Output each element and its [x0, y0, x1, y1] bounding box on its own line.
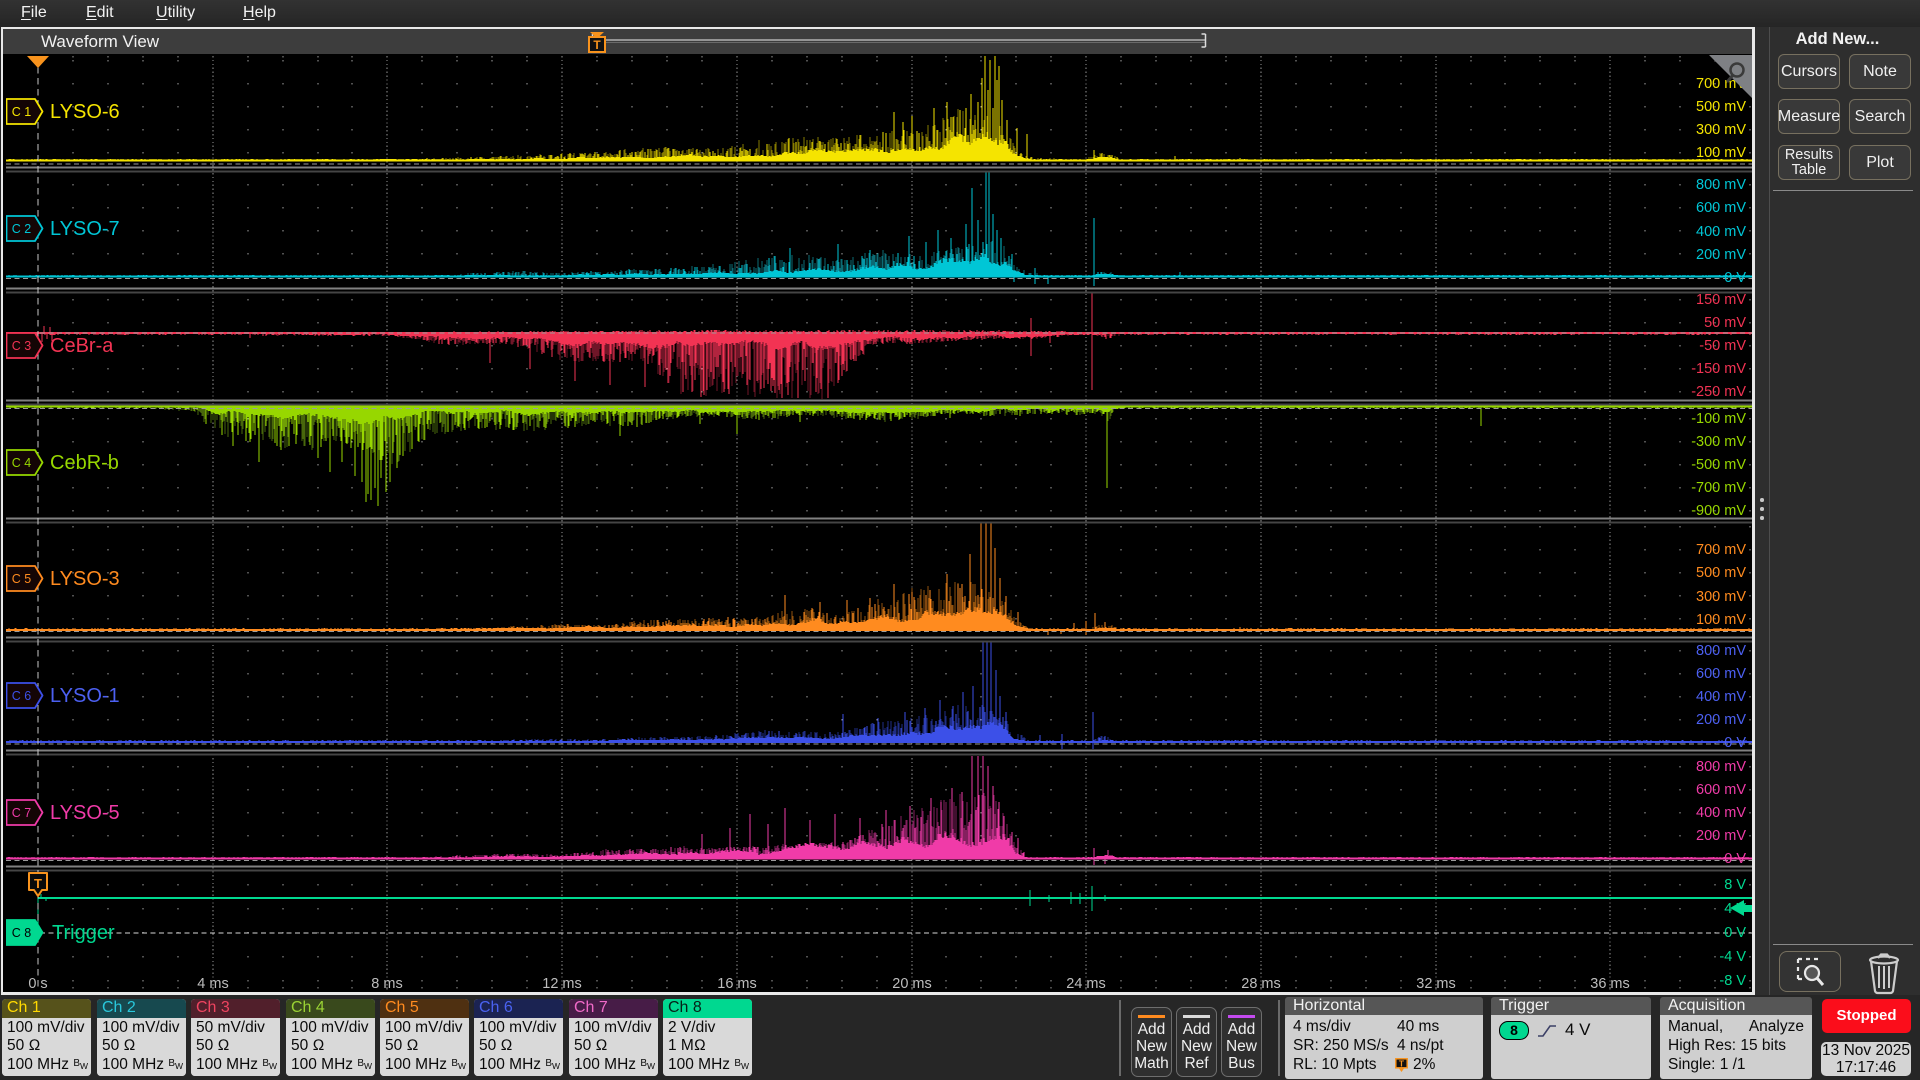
svg-text:C 5: C 5 [11, 572, 31, 586]
svg-text:16 ms: 16 ms [717, 976, 757, 992]
svg-text:C 1: C 1 [11, 105, 31, 119]
svg-text:T: T [593, 38, 601, 52]
svg-text:-100 mV: -100 mV [1691, 411, 1746, 427]
svg-text:400 mV: 400 mV [1696, 224, 1746, 240]
svg-text:800 mV: 800 mV [1696, 177, 1746, 193]
svg-text:20 ms: 20 ms [892, 976, 932, 992]
svg-text:8 V: 8 V [1724, 877, 1746, 893]
svg-text:C 7: C 7 [11, 806, 31, 820]
svg-text:0 V: 0 V [1724, 270, 1746, 286]
svg-text:100 mV: 100 mV [1696, 612, 1746, 628]
svg-text:800 mV: 800 mV [1696, 643, 1746, 659]
svg-text:0 s: 0 s [28, 976, 47, 992]
svg-text:600 mV: 600 mV [1696, 782, 1746, 798]
svg-text:LYSO-7: LYSO-7 [50, 218, 120, 240]
svg-text:200 mV: 200 mV [1696, 712, 1746, 728]
svg-text:CebR-b: CebR-b [50, 452, 119, 474]
svg-text:-250 mV: -250 mV [1691, 384, 1746, 400]
svg-text:-50 mV: -50 mV [1699, 338, 1746, 354]
svg-text:500 mV: 500 mV [1696, 99, 1746, 115]
svg-text:100 mV: 100 mV [1696, 145, 1746, 161]
svg-text:800 mV: 800 mV [1696, 759, 1746, 775]
svg-text:8 ms: 8 ms [371, 976, 402, 992]
svg-text:C 8: C 8 [11, 926, 31, 940]
svg-text:150 mV: 150 mV [1696, 292, 1746, 308]
svg-text:T: T [34, 876, 42, 891]
svg-text:0 V: 0 V [1724, 925, 1746, 941]
svg-text:28 ms: 28 ms [1241, 976, 1281, 992]
svg-text:300 mV: 300 mV [1696, 122, 1746, 138]
svg-text:CeBr-a: CeBr-a [50, 335, 114, 357]
svg-text:600 mV: 600 mV [1696, 200, 1746, 216]
svg-text:24 ms: 24 ms [1066, 976, 1106, 992]
svg-text:-8 V: -8 V [1719, 973, 1746, 989]
svg-text:32 ms: 32 ms [1416, 976, 1456, 992]
svg-text:300 mV: 300 mV [1696, 589, 1746, 605]
svg-text:Trigger: Trigger [52, 922, 115, 944]
svg-text:0 V: 0 V [1724, 735, 1746, 751]
svg-text:-150 mV: -150 mV [1691, 361, 1746, 377]
svg-text:12 ms: 12 ms [542, 976, 582, 992]
svg-text:400 mV: 400 mV [1696, 689, 1746, 705]
svg-text:0 V: 0 V [1724, 851, 1746, 867]
svg-text:500 mV: 500 mV [1696, 565, 1746, 581]
svg-text:C 4: C 4 [11, 456, 31, 470]
svg-text:LYSO-1: LYSO-1 [50, 685, 120, 707]
svg-text:400 mV: 400 mV [1696, 805, 1746, 821]
svg-text:200 mV: 200 mV [1696, 247, 1746, 263]
svg-text:600 mV: 600 mV [1696, 666, 1746, 682]
svg-text:C 3: C 3 [11, 339, 31, 353]
svg-text:36 ms: 36 ms [1590, 976, 1630, 992]
svg-text:LYSO-3: LYSO-3 [50, 568, 120, 590]
svg-text:C 6: C 6 [11, 689, 31, 703]
svg-text:LYSO-5: LYSO-5 [50, 802, 120, 824]
svg-text:700 mV: 700 mV [1696, 542, 1746, 558]
svg-text:50 mV: 50 mV [1704, 315, 1746, 331]
svg-text:-700 mV: -700 mV [1691, 480, 1746, 496]
svg-text:C 2: C 2 [11, 222, 31, 236]
svg-text:LYSO-6: LYSO-6 [50, 101, 120, 123]
svg-text:200 mV: 200 mV [1696, 828, 1746, 844]
svg-text:-500 mV: -500 mV [1691, 457, 1746, 473]
svg-text:4 ms: 4 ms [197, 976, 228, 992]
svg-text:-300 mV: -300 mV [1691, 434, 1746, 450]
svg-text:T: T [1399, 1059, 1405, 1069]
svg-text:-900 mV: -900 mV [1691, 503, 1746, 519]
svg-text:-4 V: -4 V [1719, 949, 1746, 965]
svg-text:700 mV: 700 mV [1696, 76, 1746, 92]
